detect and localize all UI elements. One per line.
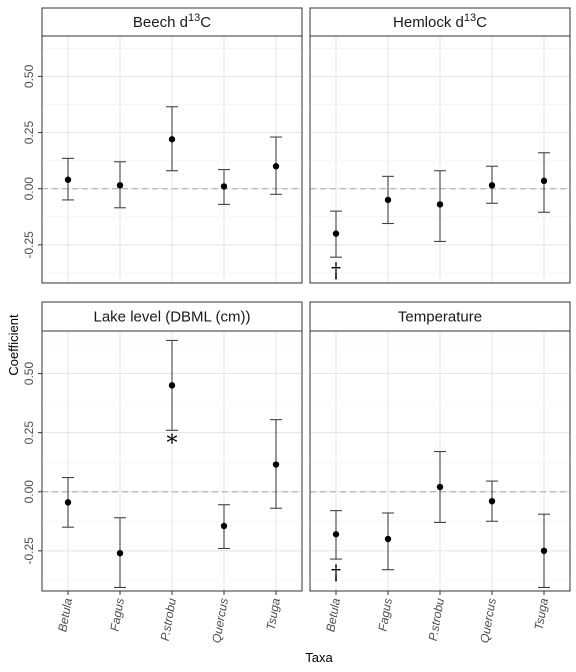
panel-title-suffix: C (200, 14, 211, 31)
data-point (272, 461, 280, 468)
panel-title: Lake level (DBML (cm)) (94, 309, 251, 326)
data-point (64, 499, 72, 506)
x-tick-label: Fagus (107, 597, 127, 632)
panel-title-suffix: C (476, 14, 487, 31)
data-point (332, 531, 340, 538)
panel-strip (41, 301, 303, 332)
panel-strip (41, 7, 303, 37)
x-tick-label: Tsuga (532, 597, 551, 632)
data-point (540, 177, 548, 185)
panel-title-superscript: 13 (464, 12, 476, 24)
data-point (116, 182, 124, 189)
panel-title: Hemlock d13C (393, 12, 487, 31)
significance-annotation: * (167, 431, 178, 456)
y-axis-top: -0.25 0.00 0.25 0.50 (22, 64, 42, 259)
panels-layer: Beech d13C Hemlock d13C † Lake level (DBML … (41, 7, 571, 592)
data-point (220, 183, 228, 190)
data-point (384, 535, 392, 543)
x-axis: Betula Fagus P.strobu Quercus Tsuga Betula Fag… (55, 591, 551, 644)
x-tick-label: Betula (55, 597, 75, 633)
y-tick-label: 0.00 (22, 480, 36, 504)
y-axis-title: Coefficient (6, 314, 21, 376)
y-tick-label: -0.25 (22, 231, 36, 259)
data-point (540, 547, 548, 555)
data-point (168, 382, 176, 389)
panel-border (309, 35, 571, 284)
y-tick-label: 0.00 (22, 177, 36, 201)
data-point (488, 497, 496, 505)
data-point (488, 182, 496, 189)
panel-strip (309, 301, 571, 332)
data-point (220, 522, 228, 530)
panel-border (41, 35, 303, 284)
x-axis-title: Taxa (305, 650, 333, 665)
significance-annotation: † (331, 560, 341, 584)
data-point (384, 196, 392, 204)
data-point (436, 483, 444, 491)
panel: Lake level (DBML (cm)) * (41, 301, 303, 592)
y-tick-label: -0.25 (22, 537, 36, 565)
significance-annotation: † (331, 258, 341, 282)
data-point (436, 201, 444, 208)
data-point (272, 163, 280, 170)
panel-title: Temperature (398, 309, 482, 326)
x-tick-label: Betula (323, 597, 343, 633)
y-tick-label: 0.50 (22, 64, 36, 88)
panel-title-superscript: 13 (188, 12, 200, 24)
y-axis-bottom: -0.25 0.00 0.25 0.50 (22, 362, 42, 565)
data-point (64, 176, 72, 183)
data-point (116, 549, 124, 557)
y-tick-label: 0.25 (22, 421, 36, 445)
y-tick-label: 0.25 (22, 121, 36, 145)
data-point (168, 136, 176, 143)
panel: Temperature † (309, 301, 571, 592)
x-tick-label: Fagus (375, 597, 395, 632)
panel-title: Beech d13C (133, 12, 211, 31)
y-tick-label: 0.50 (22, 362, 36, 386)
data-point (332, 230, 340, 237)
panel: Beech d13C (41, 7, 303, 284)
panel: Hemlock d13C † (309, 7, 571, 284)
x-tick-label: Tsuga (264, 597, 283, 632)
